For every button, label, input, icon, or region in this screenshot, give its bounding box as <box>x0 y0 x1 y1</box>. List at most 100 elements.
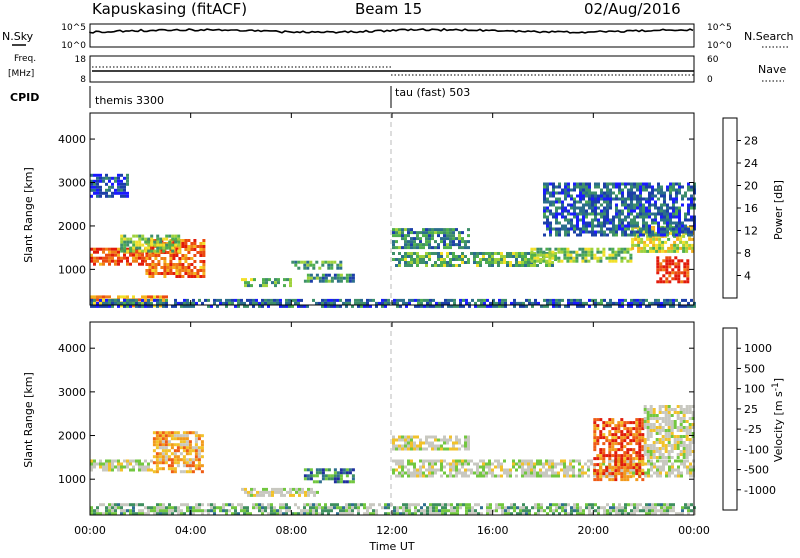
power-cell <box>429 301 432 305</box>
velocity-cell <box>280 490 283 494</box>
power-cell <box>392 246 395 250</box>
power-cell <box>473 252 476 255</box>
power-cell <box>458 255 461 258</box>
velocity-cell <box>117 462 120 466</box>
power-cell <box>686 277 690 281</box>
velocity-cell <box>173 449 177 453</box>
power-cell <box>105 253 108 257</box>
power-cell <box>663 215 666 219</box>
velocity-cell <box>615 509 618 513</box>
velocity-cell <box>476 471 479 475</box>
power-cell <box>252 301 255 305</box>
velocity-cell <box>561 509 564 513</box>
power-cell <box>639 212 642 216</box>
velocity-cell <box>315 512 318 516</box>
power-cell <box>567 212 570 216</box>
power-cell <box>678 191 681 195</box>
velocity-cell <box>174 506 177 510</box>
velocity-cell <box>285 509 288 513</box>
power-cell <box>193 266 197 269</box>
velocity-cell <box>486 509 489 513</box>
power-cell <box>327 266 331 270</box>
power-cell <box>527 264 530 267</box>
velocity-cell <box>658 408 662 411</box>
power-cell <box>159 240 163 244</box>
power-cell <box>618 182 621 186</box>
velocity-cell <box>629 421 633 425</box>
velocity-cell <box>291 512 294 516</box>
velocity-cell <box>270 503 273 507</box>
power-cell <box>554 247 558 251</box>
velocity-cell <box>440 447 443 451</box>
velocity-cell <box>423 503 426 507</box>
power-cell <box>330 301 333 305</box>
power-cell <box>93 256 96 260</box>
velocity-cell <box>348 512 351 516</box>
power-cell <box>126 191 129 195</box>
velocity-cell <box>593 478 597 482</box>
velocity-cell <box>602 448 606 452</box>
power-cell <box>609 221 612 225</box>
velocity-cell <box>271 487 274 491</box>
power-cell <box>672 301 675 305</box>
power-cell <box>276 301 279 305</box>
power-cell <box>683 268 687 272</box>
velocity-cell <box>464 471 467 475</box>
power-cell <box>652 243 656 247</box>
velocity-cell <box>688 411 692 414</box>
power-cell <box>524 264 527 267</box>
velocity-cell <box>431 474 434 478</box>
power-cell <box>488 264 491 267</box>
power-cell <box>255 301 258 305</box>
power-cell <box>659 268 663 272</box>
velocity-cell <box>161 467 165 471</box>
velocity-cell <box>419 468 422 472</box>
velocity-cell <box>655 429 659 432</box>
velocity-cell <box>416 444 419 448</box>
velocity-cell <box>638 475 642 479</box>
power-cell <box>585 227 588 231</box>
power-cell <box>114 262 117 266</box>
power-cell <box>655 249 659 253</box>
velocity-cell <box>479 465 482 469</box>
velocity-cell <box>605 469 609 473</box>
power-cell <box>668 271 672 275</box>
power-cell <box>154 254 158 257</box>
velocity-cell <box>473 471 476 475</box>
velocity-cell <box>177 512 180 516</box>
power-cell <box>552 188 555 192</box>
power-cell <box>207 304 210 308</box>
velocity-cell <box>416 468 419 472</box>
power-cell <box>549 194 552 198</box>
power-cell <box>585 203 588 207</box>
velocity-cell <box>482 462 485 466</box>
power-cell <box>410 237 413 241</box>
power-cell <box>675 224 678 228</box>
power-cell <box>558 212 561 216</box>
velocity-cell <box>677 474 680 478</box>
power-cell <box>473 261 476 264</box>
power-cell <box>599 250 603 254</box>
velocity-cell <box>392 435 395 439</box>
power-cell <box>663 203 666 207</box>
velocity-cell <box>597 512 600 516</box>
power-cell <box>597 182 600 186</box>
power-cell <box>169 251 173 254</box>
velocity-cell <box>611 454 615 458</box>
power-cell <box>464 255 467 258</box>
power-cell <box>410 258 413 261</box>
velocity-cell <box>155 434 159 438</box>
power-cell <box>150 298 153 302</box>
power-cell <box>582 188 585 192</box>
power-cell <box>662 259 666 263</box>
velocity-cell <box>264 509 267 513</box>
power-cell <box>636 203 639 207</box>
power-cell <box>666 301 669 305</box>
power-cell <box>120 237 124 241</box>
velocity-cell <box>405 512 408 516</box>
velocity-cell <box>348 468 352 472</box>
velocity-cell <box>158 446 162 450</box>
power-cell <box>114 191 117 195</box>
velocity-cell <box>652 453 656 456</box>
velocity-cell <box>661 441 665 444</box>
